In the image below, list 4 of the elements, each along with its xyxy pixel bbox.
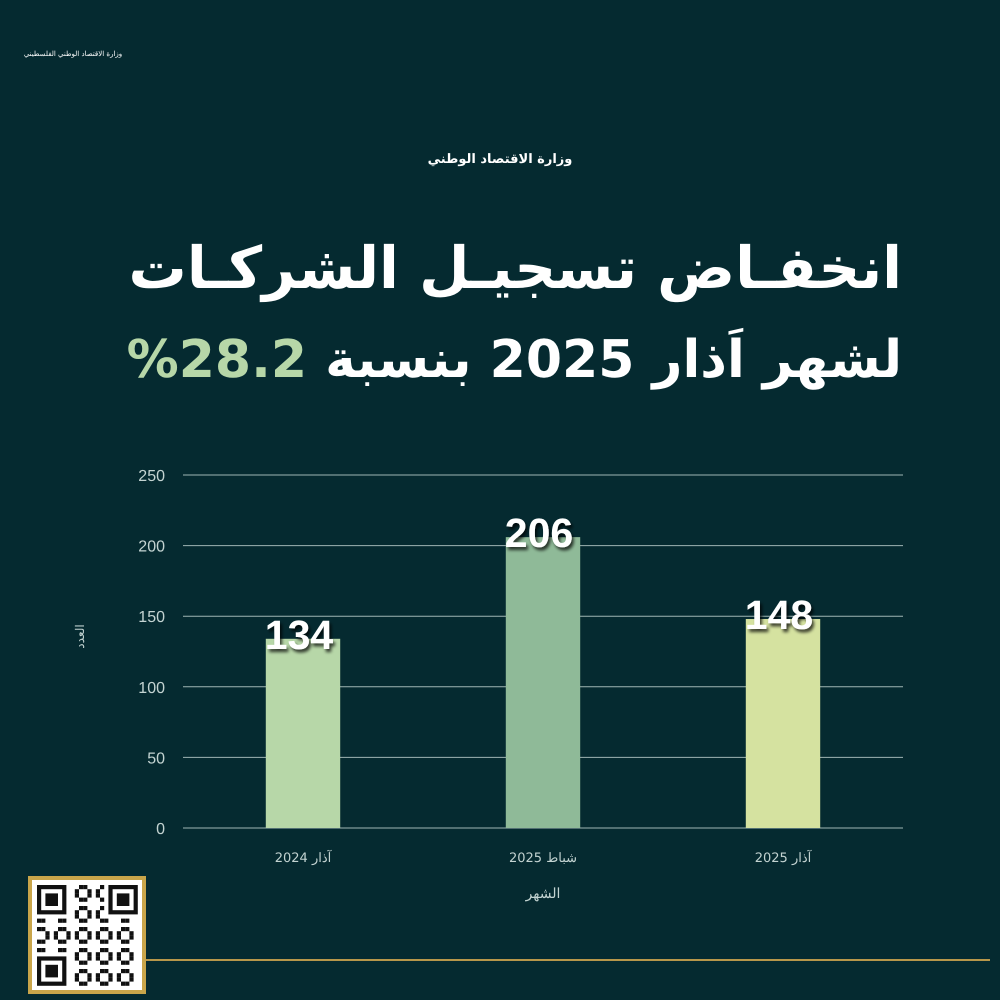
- xlabel: الشهر: [526, 886, 560, 902]
- title: انخفـاض تسجيـل الشركـات: [128, 233, 902, 304]
- annotation: وزارة الاقتصاد الوطني: [428, 152, 572, 167]
- ylabel: العدد: [73, 624, 87, 649]
